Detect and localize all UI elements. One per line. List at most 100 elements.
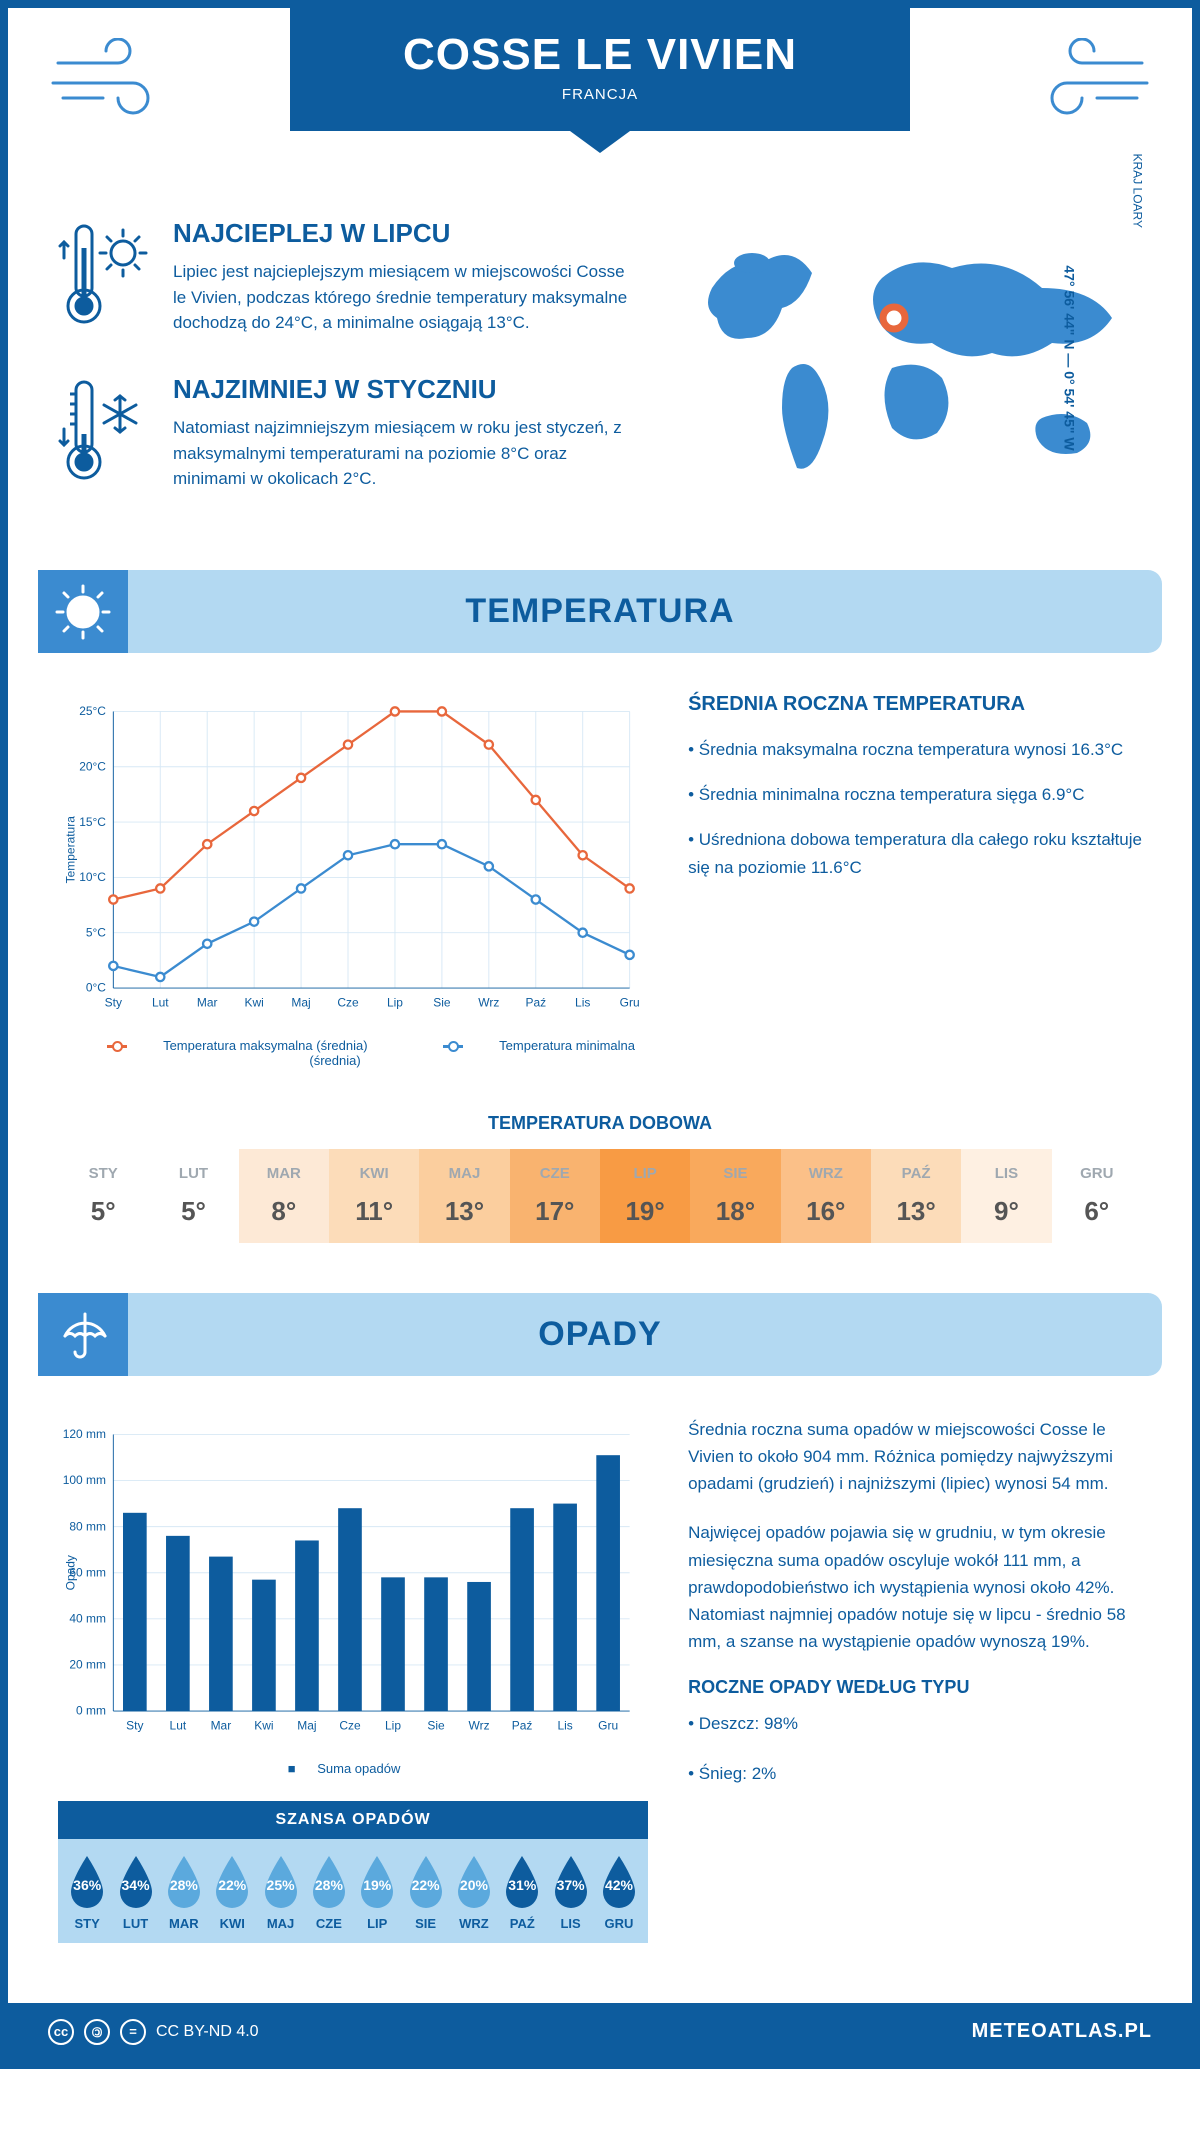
daily-cell: LUT5°	[148, 1149, 238, 1243]
raindrop-icon: 22%	[210, 1854, 254, 1910]
svg-text:10°C: 10°C	[79, 870, 106, 884]
raindrop-icon: 20%	[452, 1854, 496, 1910]
chance-cell: 34% LUT	[111, 1854, 159, 1931]
intro-text-column: NAJCIEPLEJ W LIPCU Lipiec jest najcieple…	[58, 218, 642, 530]
hottest-body: Lipiec jest najcieplejszym miesiącem w m…	[173, 259, 642, 336]
svg-text:Wrz: Wrz	[469, 1718, 490, 1732]
city-title: COSSE LE VIVIEN	[290, 30, 910, 80]
svg-text:Gru: Gru	[620, 995, 640, 1009]
chance-cell: 37% LIS	[546, 1854, 594, 1931]
raindrop-icon: 42%	[597, 1854, 641, 1910]
svg-text:80 mm: 80 mm	[69, 1519, 106, 1533]
chance-cell: 22% KWI	[208, 1854, 256, 1931]
precipitation-chance-panel: SZANSA OPADÓW 36% STY 34% LUT 28% MAR 22…	[58, 1801, 648, 1943]
svg-text:Paź: Paź	[512, 1718, 533, 1732]
svg-text:Lut: Lut	[170, 1718, 187, 1732]
precip-type-item: • Deszcz: 98%	[688, 1710, 1142, 1737]
chance-cell: 31% PAŹ	[498, 1854, 546, 1931]
chance-cell: 28% CZE	[305, 1854, 353, 1931]
precipitation-facts: Średnia roczna suma opadów w miejscowośc…	[688, 1416, 1142, 1943]
chance-cell: 20% WRZ	[450, 1854, 498, 1931]
daily-cell: LIP19°	[600, 1149, 690, 1243]
precipitation-legend: ■ Suma opadów	[58, 1761, 648, 1776]
svg-text:Wrz: Wrz	[478, 995, 499, 1009]
svg-text:Sie: Sie	[427, 1718, 445, 1732]
daily-cell: LIS9°	[961, 1149, 1051, 1243]
daily-cell: CZE17°	[510, 1149, 600, 1243]
hottest-title: NAJCIEPLEJ W LIPCU	[173, 218, 642, 249]
nd-icon: =	[120, 2019, 146, 2045]
header: COSSE LE VIVIEN FRANCJA	[8, 8, 1192, 188]
raindrop-icon: 31%	[500, 1854, 544, 1910]
footer: cc 🄯 = CC BY-ND 4.0 METEOATLAS.PL	[8, 2003, 1192, 2061]
precip-type-item: • Śnieg: 2%	[688, 1760, 1142, 1787]
daily-temp-heatmap: STY5°LUT5°MAR8°KWI11°MAJ13°CZE17°LIP19°S…	[58, 1149, 1142, 1243]
chance-cell: 25% MAJ	[256, 1854, 304, 1931]
precip-para-1: Średnia roczna suma opadów w miejscowośc…	[688, 1416, 1142, 1498]
svg-text:Paź: Paź	[525, 995, 546, 1009]
precipitation-title: OPADY	[538, 1315, 661, 1353]
chance-cell: 36% STY	[63, 1854, 111, 1931]
wind-icon	[1032, 38, 1152, 118]
svg-text:20 mm: 20 mm	[69, 1658, 106, 1672]
daily-cell: KWI11°	[329, 1149, 419, 1243]
wind-icon	[48, 38, 168, 118]
svg-text:Lis: Lis	[575, 995, 590, 1009]
svg-text:Kwi: Kwi	[254, 1718, 273, 1732]
raindrop-icon: 34%	[114, 1854, 158, 1910]
coordinates-label: 47° 56' 44" N — 0° 54' 45" W	[1061, 265, 1077, 450]
precip-para-2: Najwięcej opadów pojawia się w grudniu, …	[688, 1519, 1142, 1655]
svg-text:40 mm: 40 mm	[69, 1611, 106, 1625]
chance-cell: 28% MAR	[160, 1854, 208, 1931]
daily-cell: GRU6°	[1052, 1149, 1142, 1243]
svg-text:Opady: Opady	[64, 1555, 78, 1590]
daily-cell: MAR8°	[239, 1149, 329, 1243]
svg-text:25°C: 25°C	[79, 704, 106, 718]
country-subtitle: FRANCJA	[290, 86, 910, 103]
coldest-title: NAJZIMNIEJ W STYCZNIU	[173, 374, 642, 405]
svg-text:Gru: Gru	[598, 1718, 618, 1732]
svg-text:Cze: Cze	[339, 1718, 361, 1732]
daily-cell: STY5°	[58, 1149, 148, 1243]
svg-text:0 mm: 0 mm	[76, 1704, 106, 1718]
brand-label: METEOATLAS.PL	[972, 2020, 1152, 2043]
temperature-line-chart: 0°C5°C10°C15°C20°C25°CStyLutMarKwiMajCze…	[58, 693, 648, 1068]
cc-icon: cc	[48, 2019, 74, 2045]
svg-text:Mar: Mar	[197, 995, 218, 1009]
chance-cell: 42% GRU	[595, 1854, 643, 1931]
svg-text:Mar: Mar	[211, 1718, 232, 1732]
legend-max: Temperatura maksymalna (średnia)	[163, 1038, 367, 1053]
daily-cell: MAJ13°	[419, 1149, 509, 1243]
temperature-legend: Temperatura maksymalna (średnia) Tempera…	[58, 1038, 648, 1068]
raindrop-icon: 22%	[404, 1854, 448, 1910]
raindrop-icon: 19%	[355, 1854, 399, 1910]
license-text: CC BY-ND 4.0	[156, 2023, 259, 2041]
title-ribbon: COSSE LE VIVIEN FRANCJA	[290, 8, 910, 131]
precipitation-section-header: OPADY	[38, 1293, 1162, 1376]
svg-text:Sie: Sie	[433, 995, 451, 1009]
raindrop-icon: 28%	[162, 1854, 206, 1910]
raindrop-icon: 37%	[549, 1854, 593, 1910]
sun-icon	[38, 570, 128, 653]
svg-text:20°C: 20°C	[79, 759, 106, 773]
thermometer-snow-icon	[58, 374, 148, 495]
precipitation-body: 0 mm20 mm40 mm60 mm80 mm100 mm120 mmStyL…	[8, 1376, 1192, 1963]
license-block: cc 🄯 = CC BY-ND 4.0	[48, 2019, 259, 2045]
thermometer-sun-icon	[58, 218, 148, 339]
chance-cell: 19% LIP	[353, 1854, 401, 1931]
svg-text:Kwi: Kwi	[244, 995, 263, 1009]
svg-text:0°C: 0°C	[86, 981, 106, 995]
temperature-section-header: TEMPERATURA	[38, 570, 1162, 653]
chance-row: 36% STY 34% LUT 28% MAR 22% KWI 25% MAJ …	[58, 1839, 648, 1943]
svg-text:Maj: Maj	[297, 1718, 316, 1732]
temperature-facts: ŚREDNIA ROCZNA TEMPERATURA • Średnia mak…	[688, 693, 1142, 1068]
svg-text:100 mm: 100 mm	[63, 1473, 106, 1487]
svg-text:5°C: 5°C	[86, 925, 106, 939]
fact-item: • Uśredniona dobowa temperatura dla całe…	[688, 826, 1142, 880]
precipitation-bar-chart: 0 mm20 mm40 mm60 mm80 mm100 mm120 mmStyL…	[58, 1416, 648, 1943]
svg-text:120 mm: 120 mm	[63, 1427, 106, 1441]
infographic-frame: COSSE LE VIVIEN FRANCJA NAJCIEPLEJ W LIP…	[0, 0, 1200, 2069]
facts-heading: ŚREDNIA ROCZNA TEMPERATURA	[688, 693, 1142, 716]
svg-text:Lip: Lip	[387, 995, 403, 1009]
chance-title: SZANSA OPADÓW	[58, 1801, 648, 1839]
